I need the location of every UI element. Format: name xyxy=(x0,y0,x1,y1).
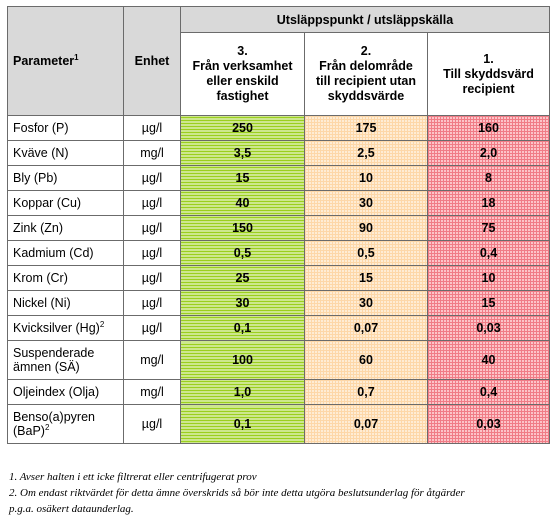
value-column-2: 15 xyxy=(304,265,428,291)
unit-cell: µg/l xyxy=(123,404,181,444)
parameter-footnote-mark: 1 xyxy=(74,52,79,62)
table-row: Koppar (Cu) µg/l 40 30 18 xyxy=(7,190,551,216)
unit-cell: mg/l xyxy=(123,340,181,380)
parameter-cell: Bly (Pb) xyxy=(7,165,124,191)
table-row: Oljeindex (Olja) mg/l 1,0 0,7 0,4 xyxy=(7,379,551,405)
value-column-3: 150 xyxy=(180,215,305,241)
unit-cell: mg/l xyxy=(123,379,181,405)
value-column-3: 0,1 xyxy=(180,404,305,444)
value-column-2: 0,5 xyxy=(304,240,428,266)
value-column-3: 15 xyxy=(180,165,305,191)
value-column-3: 30 xyxy=(180,290,305,316)
value-column-1: 75 xyxy=(426,215,551,241)
column-3-header: 3. Från verksamhet eller enskild fastigh… xyxy=(180,32,305,116)
unit-cell: µg/l xyxy=(123,290,181,316)
parameter-cell: Fosfor (P) xyxy=(7,115,124,141)
value-column-3: 3,5 xyxy=(180,140,305,166)
value-column-1: 0,03 xyxy=(426,315,551,341)
footnote-1: 1. Avser halten i ett icke filtrerat ell… xyxy=(9,471,257,483)
guideline-table: Parameter1 Enhet Utsläppspunkt / utsläpp… xyxy=(7,6,551,444)
value-column-2: 0,07 xyxy=(304,315,428,341)
parameter-name: Zink (Zn) xyxy=(13,221,63,235)
parameter-name: Koppar (Cu) xyxy=(13,196,82,210)
parameter-cell: Kväve (N) xyxy=(7,140,124,166)
value-column-1: 0,4 xyxy=(426,240,551,266)
value-column-2: 2,5 xyxy=(304,140,428,166)
parameter-footnote-mark: 2 xyxy=(44,422,50,432)
parameter-cell: Krom (Cr) xyxy=(7,265,124,291)
table-row: Nickel (Ni) µg/l 30 30 15 xyxy=(7,290,551,316)
value-column-1: 10 xyxy=(426,265,551,291)
value-column-2: 60 xyxy=(304,340,428,380)
parameter-header: Parameter1 xyxy=(7,6,124,116)
value-column-1: 2,0 xyxy=(426,140,551,166)
table-row: Kadmium (Cd) µg/l 0,5 0,5 0,4 xyxy=(7,240,551,266)
unit-cell: µg/l xyxy=(123,165,181,191)
unit-cell: µg/l xyxy=(123,240,181,266)
value-column-3: 100 xyxy=(180,340,305,380)
footnotes: 1. Avser halten i ett icke filtrerat ell… xyxy=(9,469,554,517)
footnote-2: 2. Om endast riktvärdet för detta ämne ö… xyxy=(9,487,465,499)
value-column-3: 250 xyxy=(180,115,305,141)
parameter-cell: Suspenderade ämnen (SÄ) xyxy=(7,340,124,380)
value-column-3: 0,5 xyxy=(180,240,305,266)
parameter-name: Nickel (Ni) xyxy=(13,296,71,310)
value-column-3: 25 xyxy=(180,265,305,291)
value-column-2: 30 xyxy=(304,290,428,316)
value-column-2: 0,7 xyxy=(304,379,428,405)
parameter-footnote-mark: 2 xyxy=(99,319,105,329)
parameter-name: Kvicksilver (Hg) xyxy=(13,321,100,335)
parameter-cell: Nickel (Ni) xyxy=(7,290,124,316)
value-column-2: 30 xyxy=(304,190,428,216)
value-column-3: 0,1 xyxy=(180,315,305,341)
value-column-1: 40 xyxy=(426,340,551,380)
parameter-cell: Koppar (Cu) xyxy=(7,190,124,216)
table-row: Suspenderade ämnen (SÄ) mg/l 100 60 40 xyxy=(7,340,551,380)
table-row: Benso(a)pyren (BaP)2 µg/l 0,1 0,07 0,03 xyxy=(7,404,551,444)
column-2-header: 2. Från delområde till recipient utan sk… xyxy=(304,32,428,116)
value-column-1: 8 xyxy=(426,165,551,191)
table-row: Bly (Pb) µg/l 15 10 8 xyxy=(7,165,551,191)
parameter-cell: Zink (Zn) xyxy=(7,215,124,241)
unit-cell: µg/l xyxy=(123,190,181,216)
value-column-1: 15 xyxy=(426,290,551,316)
parameter-cell: Oljeindex (Olja) xyxy=(7,379,124,405)
table-row: Zink (Zn) µg/l 150 90 75 xyxy=(7,215,551,241)
value-column-2: 175 xyxy=(304,115,428,141)
value-column-1: 18 xyxy=(426,190,551,216)
value-column-3: 40 xyxy=(180,190,305,216)
table-row: Krom (Cr) µg/l 25 15 10 xyxy=(7,265,551,291)
parameter-cell: Kvicksilver (Hg)2 xyxy=(7,315,124,341)
parameter-name: Benso(a)pyren (BaP) xyxy=(13,410,95,438)
parameter-name: Kväve (N) xyxy=(13,146,69,160)
parameter-name: Oljeindex (Olja) xyxy=(13,385,100,399)
unit-cell: mg/l xyxy=(123,140,181,166)
table-row: Fosfor (P) µg/l 250 175 160 xyxy=(7,115,551,141)
column-1-header: 1. Till skyddsvärd recipient xyxy=(426,32,551,116)
value-column-1: 0,4 xyxy=(426,379,551,405)
unit-cell: µg/l xyxy=(123,115,181,141)
parameter-name: Krom (Cr) xyxy=(13,271,68,285)
parameter-name: Bly (Pb) xyxy=(13,171,58,185)
footnote-2-continued: p.g.a. osäkert dataunderlag. xyxy=(9,503,134,515)
value-column-2: 0,07 xyxy=(304,404,428,444)
value-column-3: 1,0 xyxy=(180,379,305,405)
unit-cell: µg/l xyxy=(123,265,181,291)
table-row: Kväve (N) mg/l 3,5 2,5 2,0 xyxy=(7,140,551,166)
parameter-name: Suspenderade ämnen (SÄ) xyxy=(13,346,95,374)
table-row: Kvicksilver (Hg)2 µg/l 0,1 0,07 0,03 xyxy=(7,315,551,341)
value-column-2: 10 xyxy=(304,165,428,191)
value-column-1: 160 xyxy=(426,115,551,141)
unit-cell: µg/l xyxy=(123,215,181,241)
parameter-name: Fosfor (P) xyxy=(13,121,69,135)
value-column-1: 0,03 xyxy=(426,404,551,444)
parameter-cell: Benso(a)pyren (BaP)2 xyxy=(7,404,124,444)
unit-header: Enhet xyxy=(123,6,181,116)
value-column-2: 90 xyxy=(304,215,428,241)
parameter-name: Kadmium (Cd) xyxy=(13,246,94,260)
unit-cell: µg/l xyxy=(123,315,181,341)
discharge-point-header: Utsläppspunkt / utsläppskälla xyxy=(179,6,551,33)
parameter-cell: Kadmium (Cd) xyxy=(7,240,124,266)
